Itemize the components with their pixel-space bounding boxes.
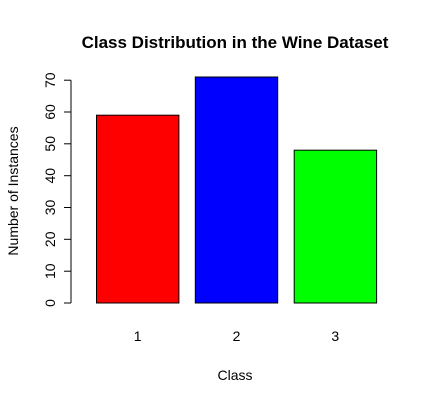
y-axis: 0 10 20 30 40 50 60 70: [42, 72, 71, 307]
y-axis-title: Number of Instances: [5, 126, 21, 255]
bar-class-1: [97, 115, 179, 303]
bars-group: [97, 77, 377, 303]
x-tick-labels: 1 2 3: [134, 328, 340, 344]
x-axis-title: Class: [217, 367, 252, 383]
y-tick-label: 70: [42, 72, 58, 88]
bar-class-3: [294, 150, 376, 303]
x-tick-label: 2: [233, 328, 241, 344]
y-tick-label: 0: [42, 299, 58, 307]
y-tick-label: 40: [42, 168, 58, 184]
y-tick-label: 60: [42, 104, 58, 120]
y-tick-label: 50: [42, 136, 58, 152]
y-tick-label: 30: [42, 200, 58, 216]
chart-title: Class Distribution in the Wine Dataset: [82, 33, 389, 52]
x-tick-label: 1: [134, 328, 142, 344]
bar-class-2: [195, 77, 277, 303]
y-tick-label: 10: [42, 263, 58, 279]
x-tick-label: 3: [331, 328, 339, 344]
y-tick-label: 20: [42, 231, 58, 247]
